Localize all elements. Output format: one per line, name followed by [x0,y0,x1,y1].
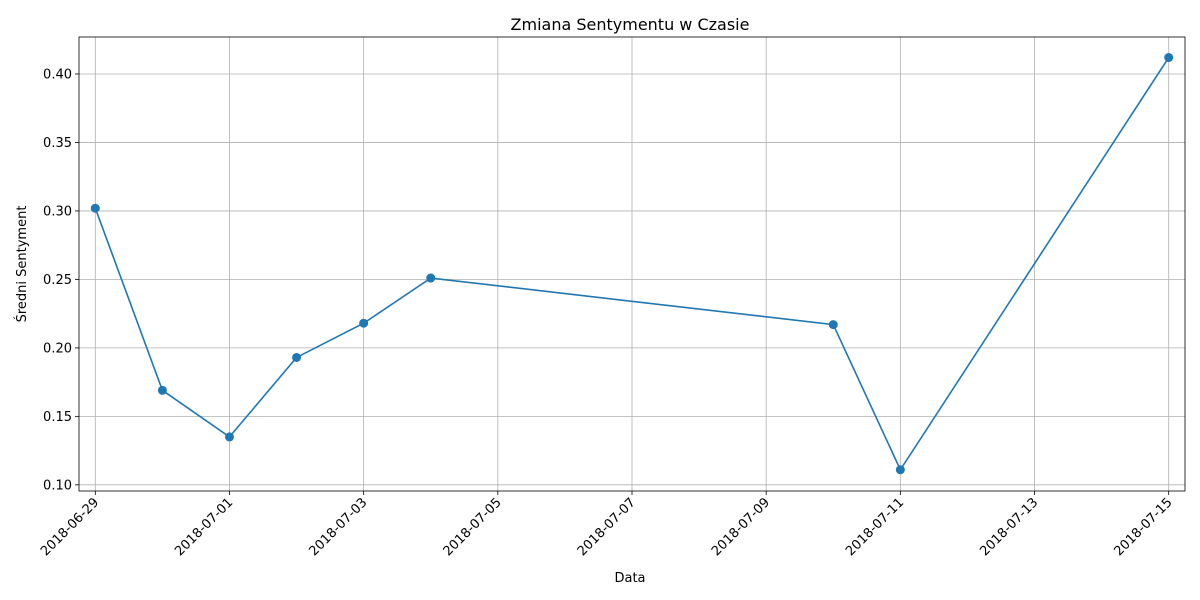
x-tick-label: 2018-07-03 [306,495,370,559]
x-tick-label: 2018-07-13 [977,495,1041,559]
x-tick-label: 2018-07-01 [172,495,236,559]
data-point [157,385,167,395]
data-point [895,465,905,475]
x-tick-label: 2018-07-15 [1111,495,1175,559]
y-tick-label: 0.30 [43,204,72,219]
data-point [359,318,369,328]
data-point [224,432,234,442]
data-point [426,273,436,283]
y-tick-label: 0.15 [43,410,72,425]
x-tick-label: 2018-07-09 [709,495,773,559]
x-tick-label: 2018-07-11 [843,495,907,559]
series-layer [90,53,1174,475]
data-point [292,352,302,362]
y-tick-label: 0.25 [43,273,72,288]
x-tick-label: 2018-06-29 [38,495,102,559]
x-tick-label: 2018-07-07 [575,495,639,559]
y-tick-label: 0.35 [43,136,72,151]
y-axis-label: Średni Sentyment [14,206,30,323]
x-axis-label: Data [614,571,645,586]
data-point [1164,53,1174,63]
chart-title: Zmiana Sentymentu w Czasie [511,15,750,34]
y-tick-label: 0.20 [43,341,72,356]
y-tick-label: 0.10 [43,478,72,493]
x-tick-label: 2018-07-05 [441,495,505,559]
y-tick-label: 0.40 [43,67,72,82]
data-point [828,320,838,330]
data-point [90,203,100,213]
grid [79,37,1185,491]
